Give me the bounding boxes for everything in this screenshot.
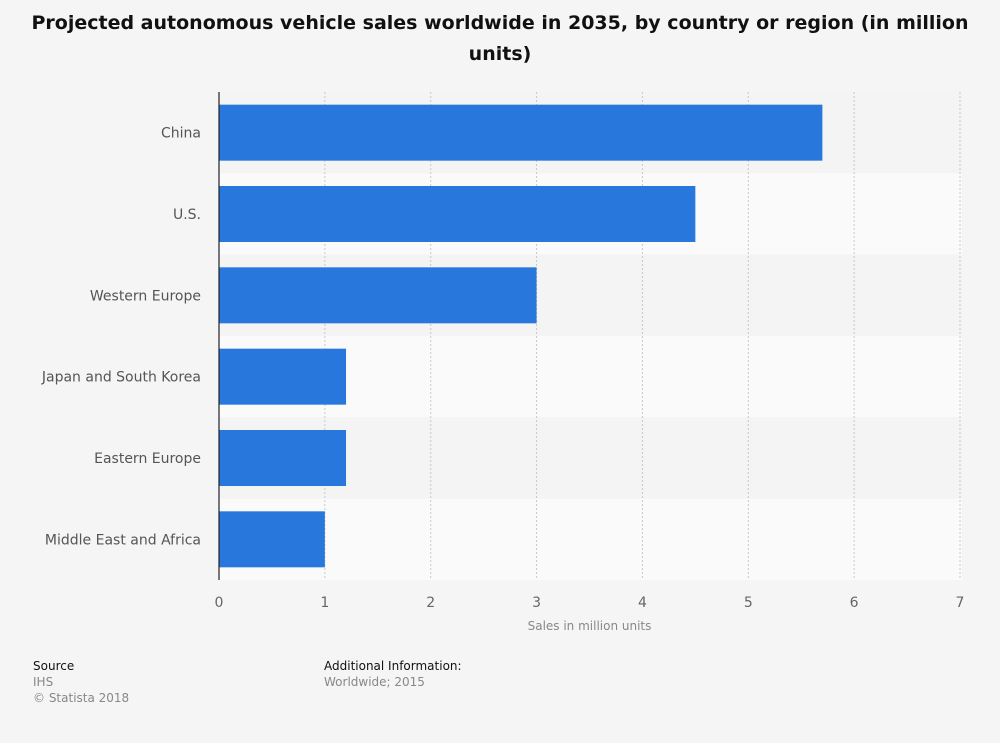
y-category-label: Eastern Europe	[94, 451, 201, 467]
x-tick-label: 7	[956, 595, 965, 611]
y-category-label: Japan and South Korea	[41, 370, 201, 386]
source-value: IHS	[33, 675, 54, 689]
x-tick-label: 0	[215, 595, 224, 611]
x-tick-label: 5	[744, 595, 753, 611]
x-axis-label: Sales in million units	[528, 619, 652, 633]
x-tick-label: 6	[850, 595, 859, 611]
x-tick-label: 1	[320, 595, 329, 611]
bar-u-s-	[219, 186, 696, 242]
bar-western-europe	[219, 267, 537, 324]
bar-middle-east-and-africa	[219, 511, 325, 568]
copyright: © Statista 2018	[33, 691, 130, 705]
bar-china	[219, 104, 823, 161]
additional-info-value: Worldwide; 2015	[324, 675, 425, 689]
x-tick-label: 2	[426, 595, 435, 611]
y-category-label: Middle East and Africa	[45, 532, 201, 548]
x-tick-label: 3	[532, 595, 541, 611]
x-tick-label: 4	[638, 595, 647, 611]
row-band	[219, 498, 962, 580]
bar-eastern-europe	[219, 430, 347, 486]
chart-title: Projected autonomous vehicle sales world…	[31, 12, 969, 65]
y-category-label: Western Europe	[90, 288, 201, 304]
y-category-label: China	[161, 126, 201, 142]
source-label: Source	[33, 659, 75, 673]
bar-japan-and-south-korea	[219, 348, 347, 405]
additional-info-label: Additional Information:	[324, 659, 462, 673]
y-category-label: U.S.	[173, 207, 201, 223]
